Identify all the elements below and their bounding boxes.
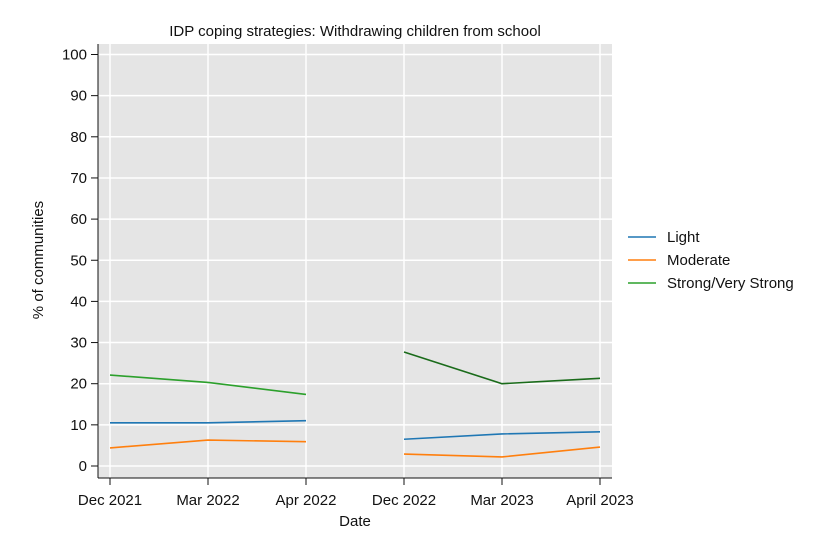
series-strong-very-strong — [109, 351, 601, 396]
series-line-segment — [109, 439, 307, 449]
y-tick-label: 30 — [70, 335, 87, 352]
gridlines — [98, 44, 612, 478]
series-line-segment — [109, 374, 307, 396]
y-tick-label: 60 — [70, 211, 87, 228]
x-tick-label: Dec 2022 — [372, 492, 436, 509]
x-tick-label: Mar 2023 — [470, 492, 533, 509]
series-moderate — [109, 439, 601, 458]
legend-label: Light — [667, 229, 700, 246]
series-lines — [109, 351, 601, 458]
y-tick-label: 10 — [70, 417, 87, 434]
y-tick-label: 40 — [70, 293, 87, 310]
y-axis: 0 10 20 30 40 50 60 70 80 90 100 — [62, 44, 99, 478]
x-tick-label: Apr 2022 — [276, 492, 337, 509]
y-tick-label: 80 — [70, 129, 87, 146]
chart-title: IDP coping strategies: Withdrawing child… — [169, 23, 541, 40]
legend: Light Moderate Strong/Very Strong — [628, 229, 794, 292]
y-tick-label: 90 — [70, 88, 87, 105]
y-tick-label: 20 — [70, 376, 87, 393]
legend-label: Moderate — [667, 252, 730, 269]
y-tick-label: 100 — [62, 47, 87, 64]
y-axis-title: % of communities — [30, 201, 47, 319]
y-tick-label: 0 — [79, 458, 87, 475]
y-tick-label: 50 — [70, 252, 87, 269]
legend-label: Strong/Very Strong — [667, 275, 794, 292]
series-line-segment — [403, 446, 601, 458]
series-line-segment — [403, 351, 601, 385]
series-line-segment — [403, 431, 601, 441]
x-axis-title: Date — [339, 513, 371, 530]
x-axis: Dec 2021 Mar 2022 Apr 2022 Dec 2022 Mar 2023… — [78, 477, 634, 509]
x-tick-label: April 2023 — [566, 492, 634, 509]
y-tick-label: 70 — [70, 170, 87, 187]
series-line-segment — [110, 419, 307, 424]
x-tick-label: Dec 2021 — [78, 492, 142, 509]
series-light — [110, 419, 601, 441]
x-tick-label: Mar 2022 — [176, 492, 239, 509]
